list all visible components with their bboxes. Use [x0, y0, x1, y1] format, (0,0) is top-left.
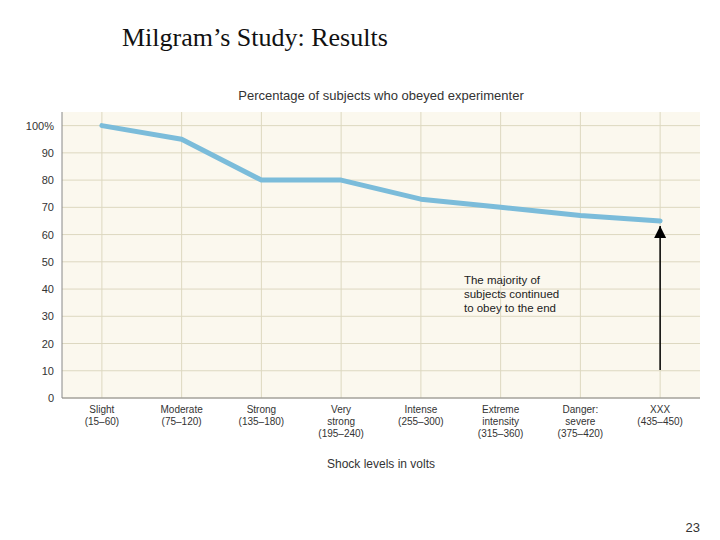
- y-tick-label: 80: [42, 174, 54, 186]
- y-tick-label: 90: [42, 147, 54, 159]
- x-grid-line: [181, 112, 182, 398]
- y-tick-label: 30: [42, 310, 54, 322]
- y-tick-label: 70: [42, 201, 54, 213]
- text-line: (375–420): [558, 428, 604, 439]
- y-tick-label: 40: [42, 283, 54, 295]
- text-line: strong: [327, 416, 355, 427]
- y-grid-line: [62, 125, 700, 126]
- chart: Milgram’s Study: Results Percentage of su…: [0, 0, 720, 540]
- x-grid-line: [261, 112, 262, 398]
- text-line: (255–300): [398, 416, 444, 427]
- plot-area: [102, 126, 660, 221]
- text-line: (75–120): [162, 416, 202, 427]
- text-line: (195–240): [318, 428, 364, 439]
- y-grid-line: [62, 316, 700, 317]
- x-grid-line: [341, 112, 342, 398]
- text-line: XXX: [650, 404, 670, 415]
- text-line: severe: [565, 416, 595, 427]
- text-line: (135–180): [239, 416, 285, 427]
- grid: [62, 112, 700, 398]
- y-grid-line: [62, 370, 700, 371]
- x-grid-line: [500, 112, 501, 398]
- text-line: Danger:: [563, 404, 599, 415]
- text-line: Intense: [404, 404, 437, 415]
- y-grid-line: [62, 289, 700, 290]
- y-grid-line: [62, 207, 700, 208]
- data-line: [102, 126, 660, 221]
- y-grid-line: [62, 234, 700, 235]
- title: Milgram’s Study: Results: [122, 23, 388, 52]
- y-grid-line: [62, 398, 700, 399]
- y-tick-label: 60: [42, 229, 54, 241]
- plot-background: [62, 112, 700, 398]
- y-grid-line: [62, 343, 700, 344]
- text-line: to obey to the end: [464, 302, 556, 314]
- y-tick-label: 50: [42, 256, 54, 268]
- x-tick-label: Slight(15–60): [85, 404, 119, 427]
- y-tick-label: 100%: [26, 120, 54, 132]
- text-line: Slight: [89, 404, 114, 415]
- x-axis: [62, 398, 700, 399]
- x-tick-label: Verystrong(195–240): [318, 404, 364, 439]
- annotation: The majority of subjects continued to obey…: [464, 274, 559, 314]
- text-line: Strong: [247, 404, 276, 415]
- text-line: Very: [331, 404, 351, 415]
- x-grid-line: [660, 112, 661, 398]
- annotation-arrow: [659, 226, 661, 370]
- x-tick-label: XXX(435–450): [637, 404, 683, 427]
- y-grid-line: [62, 180, 700, 181]
- y-tick-label: 0: [48, 392, 54, 404]
- text-line: (435–450): [637, 416, 683, 427]
- y-grid-line: [62, 152, 700, 153]
- text-line: Extreme: [482, 404, 520, 415]
- x-tick-label: Danger:severe(375–420): [558, 404, 604, 439]
- x-tick-label: Extremeintensity(315–360): [478, 404, 524, 439]
- x-tick-label: Intense(255–300): [398, 404, 444, 427]
- y-tick-label: 10: [42, 365, 54, 377]
- x-axis-label: Shock levels in volts: [327, 457, 435, 471]
- text-line: (315–360): [478, 428, 524, 439]
- y-axis: [62, 112, 63, 398]
- x-grid-line: [420, 112, 421, 398]
- text-line: subjects continued: [464, 288, 559, 300]
- text-line: The majority of: [464, 274, 541, 286]
- x-tick-label: Strong(135–180): [239, 404, 285, 427]
- text-line: intensity: [482, 416, 519, 427]
- page-number: 23: [686, 520, 700, 535]
- x-grid-line: [101, 112, 102, 398]
- subtitle: Percentage of subjects who obeyed experi…: [238, 88, 524, 103]
- text-line: (15–60): [85, 416, 119, 427]
- x-grid-line: [580, 112, 581, 398]
- y-tick-label: 20: [42, 338, 54, 350]
- x-tick-label: Moderate(75–120): [161, 404, 204, 427]
- text-line: Moderate: [161, 404, 204, 415]
- y-grid-line: [62, 261, 700, 262]
